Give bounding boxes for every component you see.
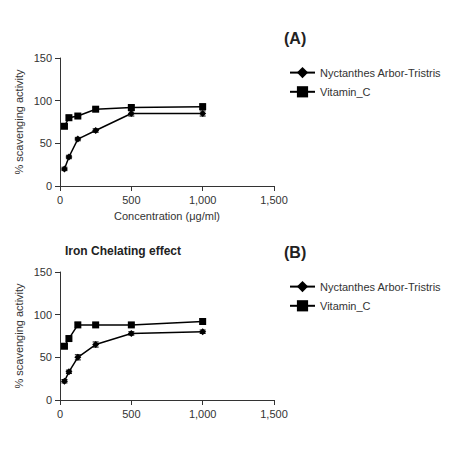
svg-text:% scavenging activity: % scavenging activity (13, 283, 25, 389)
svg-text:100: 100 (34, 95, 52, 107)
svg-text:(A): (A) (284, 30, 306, 47)
svg-text:0: 0 (57, 408, 63, 420)
svg-text:150: 150 (34, 266, 52, 278)
svg-text:1,500: 1,500 (260, 408, 288, 420)
svg-text:Nyctanthes Arbor-Tristris: Nyctanthes Arbor-Tristris (320, 281, 441, 293)
svg-text:Vitamin_C: Vitamin_C (320, 86, 371, 98)
svg-text:0: 0 (46, 180, 52, 192)
svg-text:50: 50 (40, 137, 52, 149)
svg-text:Concentration (μg/ml): Concentration (μg/ml) (114, 210, 220, 222)
svg-text:Nyctanthes Arbor-Tristris: Nyctanthes Arbor-Tristris (320, 67, 441, 79)
svg-text:50: 50 (40, 351, 52, 363)
svg-text:% scavenging activity: % scavenging activity (13, 69, 25, 175)
svg-text:0: 0 (46, 394, 52, 406)
svg-text:1,000: 1,000 (189, 408, 217, 420)
svg-text:500: 500 (122, 408, 140, 420)
svg-text:500: 500 (122, 194, 140, 206)
svg-text:(B): (B) (284, 244, 306, 261)
svg-text:100: 100 (34, 309, 52, 321)
svg-text:1,500: 1,500 (260, 194, 288, 206)
svg-text:150: 150 (34, 52, 52, 64)
svg-text:Iron Chelating effect: Iron Chelating effect (65, 244, 181, 258)
svg-text:0: 0 (57, 194, 63, 206)
svg-text:Vitamin_C: Vitamin_C (320, 300, 371, 312)
svg-text:1,000: 1,000 (189, 194, 217, 206)
